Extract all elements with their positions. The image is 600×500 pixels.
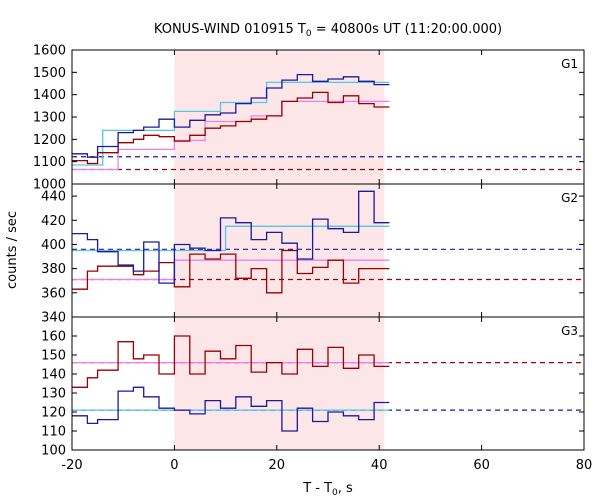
y-tick-label: 360 (41, 286, 66, 301)
lightcurve-red (72, 91, 390, 165)
y-tick-label: 120 (41, 406, 66, 421)
shaded-interval (174, 317, 385, 450)
y-tick-label: 1100 (33, 155, 66, 170)
y-tick-label: 1600 (33, 44, 66, 59)
y-tick-label: 1300 (33, 111, 66, 126)
y-tick-label: 400 (41, 238, 66, 253)
y-tick-label: 440 (41, 190, 66, 205)
plot-area: 1000110012001300140015001600G13403603804… (33, 44, 592, 474)
y-tick-label: 150 (41, 349, 66, 364)
chart-title: KONUS-WIND 010915 T0 = 40800s UT (11:20:… (154, 22, 502, 39)
y-tick-label: 1400 (33, 88, 66, 103)
y-tick-label: 160 (41, 330, 66, 345)
lightcurve-blue (72, 73, 390, 158)
panel-g1: 1000 1100 1200 1300 1400 1500 1600 G1 (33, 44, 585, 193)
y-tick-label: 1200 (33, 133, 66, 148)
panel-label: G1 (561, 57, 578, 71)
y-tick-label: 1000 (33, 178, 66, 193)
lightcurve-blue (72, 190, 390, 284)
y-tick-label: 1500 (33, 66, 66, 81)
y-tick-label: 380 (41, 262, 66, 277)
y-tick-label: 140 (41, 368, 66, 383)
x-tick-label: 80 (576, 458, 593, 473)
x-tick-label: 60 (473, 458, 490, 473)
y-tick-label: 130 (41, 387, 66, 402)
y-axis-label: counts / sec (5, 211, 20, 289)
panel-label: G2 (561, 191, 578, 205)
y-tick-label: 110 (41, 425, 66, 440)
lightcurve-blue (72, 386, 390, 432)
x-tick-label: 0 (170, 458, 178, 473)
y-tick-label: 420 (41, 214, 66, 229)
panel-g3: 100 110 120 130 140 150 160 G3 (41, 316, 585, 459)
panel-label: G3 (561, 324, 578, 338)
panel-frame (71, 316, 585, 451)
x-axis-label: T - T0, s (302, 481, 353, 498)
x-tick-label: 20 (269, 458, 286, 473)
x-tick-label: -20 (61, 458, 82, 473)
fit-steps-cyan (72, 225, 390, 252)
panel-g2: 340 360 380 400 420 440 G2 (41, 183, 585, 326)
x-tick-label: 40 (371, 458, 388, 473)
lightcurve-red (72, 335, 390, 388)
shaded-interval (174, 50, 385, 184)
y-tick-label: 100 (41, 444, 66, 459)
y-tick-label: 340 (41, 311, 66, 326)
